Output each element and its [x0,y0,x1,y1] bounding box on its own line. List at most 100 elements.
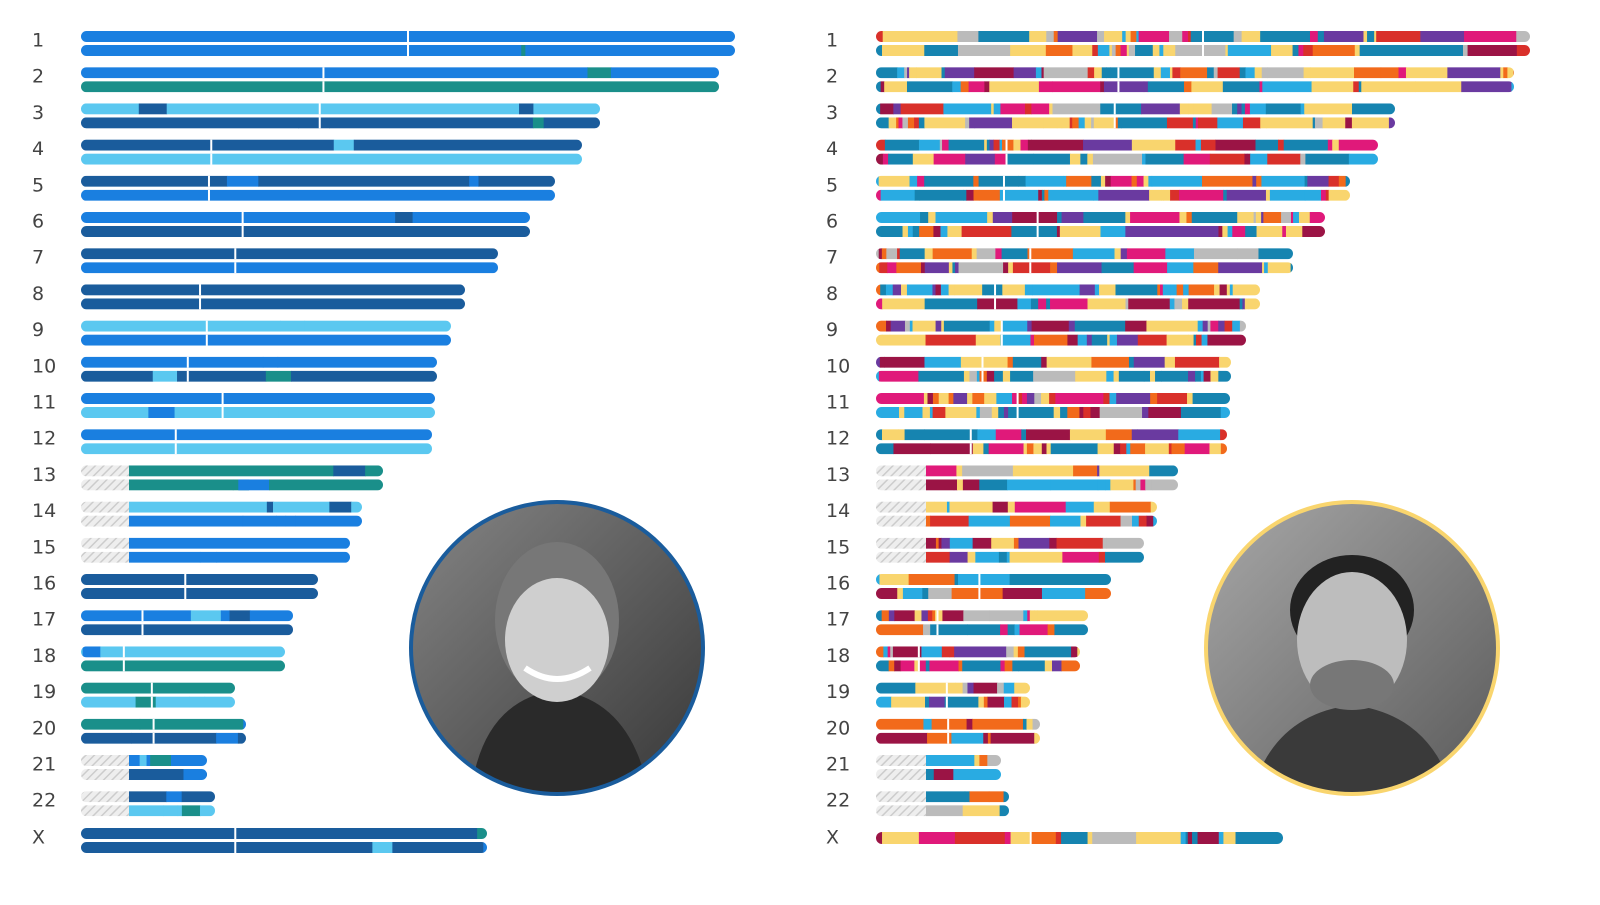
ancestry-segment [1192,393,1230,404]
ancestry-segment [1200,370,1205,382]
ancestry-segment [1237,212,1255,223]
ancestry-segment [1303,67,1311,79]
ancestry-segment [1020,574,1066,585]
ancestry-segment [984,284,1003,296]
ancestry-segment [884,356,925,368]
ancestry-segment [1046,31,1055,42]
chromosome-bar [876,624,1088,636]
ancestry-segment [1244,153,1248,165]
ancestry-segment [1242,298,1246,310]
ancestry-segment [1027,320,1033,332]
chromosome-bar [876,153,1378,165]
ancestry-segment [948,262,953,274]
chromosome-bar [81,828,487,839]
ancestry-segment [993,139,1001,151]
ancestry-segment [969,791,990,803]
ancestry-segment [1224,320,1233,332]
ancestry-segment [1003,407,1009,418]
centromere [150,696,153,708]
chromosome-label: 14 [32,500,56,522]
chromosome-bar [876,370,1231,382]
chromosome-bar [81,718,246,730]
ancestry-segment [978,31,1030,42]
chromosome-bar [876,81,1514,93]
ancestry-segment [976,370,980,382]
ancestry-segment [1121,117,1168,129]
ancestry-segment [876,284,881,296]
ancestry-segment [1093,117,1115,129]
centromere [981,370,984,382]
ancestry-segment [1420,31,1465,42]
ancestry-segment [962,660,1001,672]
ancestry-segment [999,189,1039,201]
ancestry-segment [1012,212,1058,223]
centromere [241,226,244,237]
ancestry-segment [987,212,994,223]
ancestry-segment [927,393,934,404]
ancestry-segment [1300,153,1306,165]
ancestry-segment [927,610,933,622]
ancestry-segment [1105,175,1112,187]
chromosome-label: X [826,827,839,849]
ancestry-segment [519,103,534,115]
ancestry-segment [925,696,930,708]
ancestry-segment [1229,284,1234,296]
ancestry-segment [1182,298,1189,310]
ancestry-segment [1157,284,1161,296]
chromosome-label: 12 [32,428,56,450]
centromere [205,334,208,346]
ancestry-segment [1269,189,1306,201]
chromosome-bar [876,588,1111,599]
centromere [174,443,177,455]
ancestry-segment [992,501,1009,513]
chromosome-bar [876,696,1030,708]
ancestry-segment [882,153,889,165]
ancestry-segment [1338,175,1347,187]
ancestry-segment [1007,356,1014,368]
ancestry-segment [1000,624,1009,636]
centromere [945,696,948,708]
centromere [241,212,244,223]
ancestry-segment [177,805,183,817]
ancestry-segment [1190,31,1235,42]
ancestry-segment [1227,45,1272,56]
ancestry-segment [1024,284,1033,296]
ancestry-segment [81,407,149,418]
ancestry-segment [1000,660,1006,672]
ancestry-segment [1361,81,1366,93]
ancestry-segment [894,660,902,672]
chromosome-bar [876,515,1157,527]
ancestry-segment [1091,334,1108,346]
ancestry-segment [1242,117,1261,129]
ancestry-segment [1018,175,1027,187]
centromere [1113,103,1116,115]
ancestry-segment [329,117,534,129]
ancestry-segment [920,262,926,274]
ancestry-segment [1130,31,1137,42]
chromosome-label: 12 [826,428,850,450]
ancestry-segment [1159,45,1164,56]
ancestry-segment [392,842,484,853]
ancestry-segment [1184,443,1210,455]
chromosome-bar [81,429,432,441]
ancestry-segment [996,393,1013,404]
ancestry-segment [1220,429,1227,441]
ancestry-segment [166,103,520,115]
ancestry-segment [933,153,966,165]
portrait-frame [1204,500,1500,796]
ancestry-segment [81,682,235,694]
ancestry-segment [1116,334,1139,346]
ancestry-segment [1217,117,1244,129]
ancestry-segment [1165,248,1195,260]
ancestry-segment [954,284,983,296]
ancestry-segment [1167,45,1176,56]
ancestry-segment [365,393,381,404]
centromere [122,660,125,672]
ancestry-segment [994,370,1004,382]
ancestry-segment [1304,103,1353,115]
ancestry-segment [1169,298,1175,310]
ancestry-segment [1026,443,1034,455]
ancestry-segment [1101,67,1107,79]
ancestry-segment [879,574,910,585]
ancestry-segment [1266,117,1314,129]
